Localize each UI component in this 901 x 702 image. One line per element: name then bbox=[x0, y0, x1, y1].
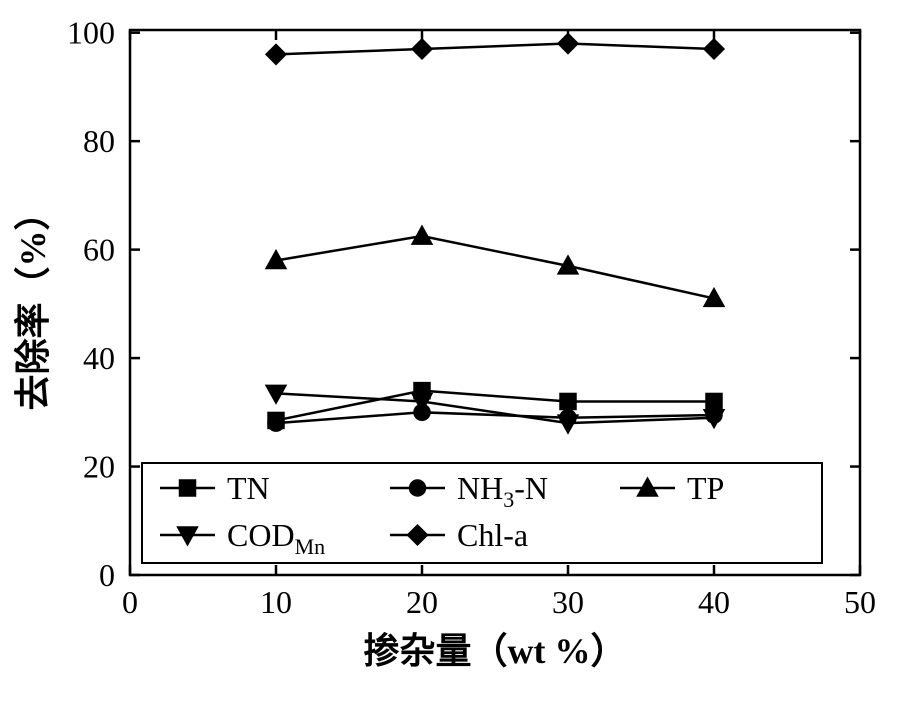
marker-circle bbox=[268, 415, 284, 431]
removal-rate-chart: 0 10 20 30 40 50 0 20 40 60 80 100 掺杂量（wt %） 去除率（%） TN… bbox=[0, 0, 901, 702]
legend-label: TN bbox=[227, 470, 270, 506]
marker-circle bbox=[410, 480, 426, 496]
marker-triangle-up bbox=[412, 226, 432, 244]
x-tick-label: 0 bbox=[122, 584, 138, 620]
legend-item-NH3-N: NH3-N bbox=[390, 470, 548, 512]
x-tick-label: 40 bbox=[698, 584, 730, 620]
y-tick-label: 100 bbox=[67, 15, 115, 51]
x-tick-label: 30 bbox=[552, 584, 584, 620]
legend-label: Chl-a bbox=[457, 517, 528, 553]
x-tick-label: 10 bbox=[260, 584, 292, 620]
y-tick-label: 80 bbox=[83, 123, 115, 159]
legend-label: NH3-N bbox=[457, 470, 548, 512]
x-tick-label: 20 bbox=[406, 584, 438, 620]
series-line bbox=[276, 412, 714, 423]
marker-diamond bbox=[266, 44, 286, 64]
series-TN bbox=[268, 383, 722, 429]
legend-item-TN: TN bbox=[160, 470, 270, 506]
marker-diamond bbox=[704, 39, 724, 59]
y-axis-title: 去除率（%） bbox=[13, 194, 53, 410]
marker-square bbox=[180, 480, 196, 496]
legend-item-Chl-a: Chl-a bbox=[390, 517, 528, 553]
marker-triangle-down bbox=[558, 415, 578, 433]
legend-label: CODMn bbox=[227, 517, 325, 559]
legend-item-CODMn: CODMn bbox=[160, 517, 325, 559]
marker-diamond bbox=[412, 39, 432, 59]
series-line bbox=[276, 44, 714, 55]
series-line bbox=[276, 236, 714, 298]
y-tick-label: 20 bbox=[83, 449, 115, 485]
marker-square bbox=[560, 393, 576, 409]
x-tick-label: 50 bbox=[844, 584, 876, 620]
y-tick-label: 60 bbox=[83, 232, 115, 268]
series-TP bbox=[266, 226, 724, 306]
marker-diamond bbox=[558, 34, 578, 54]
series-Chl-a bbox=[266, 34, 724, 65]
legend-item-TP: TP bbox=[620, 470, 724, 506]
chart-container: 0 10 20 30 40 50 0 20 40 60 80 100 掺杂量（wt %） 去除率（%） TN… bbox=[0, 0, 901, 702]
y-tick-label: 0 bbox=[99, 557, 115, 593]
x-axis-title: 掺杂量（wt %） bbox=[364, 631, 627, 671]
y-tick-label: 40 bbox=[83, 340, 115, 376]
legend-label: TP bbox=[687, 470, 724, 506]
marker-diamond bbox=[408, 525, 428, 545]
